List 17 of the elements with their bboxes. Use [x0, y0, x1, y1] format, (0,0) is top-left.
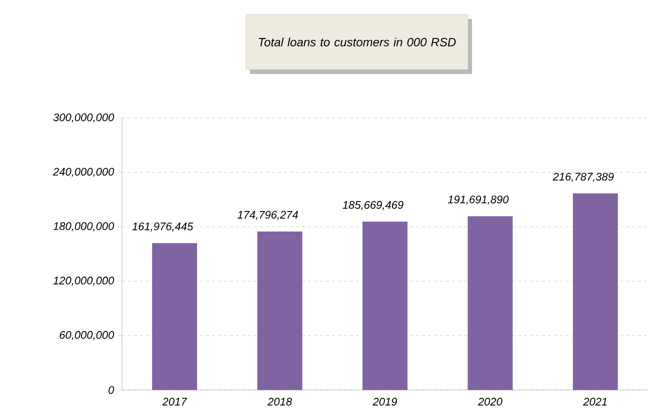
x-tick-label: 2019 — [372, 398, 397, 406]
x-tick-label: 2017 — [162, 398, 188, 406]
x-tick-label: 2018 — [268, 398, 292, 406]
x-tick-label: 2020 — [478, 398, 502, 406]
chart-title: Total loans to customers in 000 RSD — [258, 38, 456, 46]
y-tick-label: 60,000,000 — [60, 331, 114, 340]
data-label: 191,691,890 — [448, 196, 509, 205]
data-label: 161,976,445 — [132, 222, 194, 232]
y-tick-label: 240,000,000 — [52, 168, 114, 177]
y-tick-label: 0 — [108, 386, 114, 394]
data-label: 216,787,389 — [552, 172, 614, 182]
data-label: 185,669,469 — [342, 201, 404, 210]
y-tick-label: 300,000,000 — [53, 113, 114, 123]
x-tick-label: 2021 — [583, 398, 607, 406]
y-tick-label: 120,000,000 — [53, 276, 114, 286]
data-label: 174,796,274 — [238, 210, 298, 220]
y-tick-label: 180,000,000 — [53, 222, 114, 232]
